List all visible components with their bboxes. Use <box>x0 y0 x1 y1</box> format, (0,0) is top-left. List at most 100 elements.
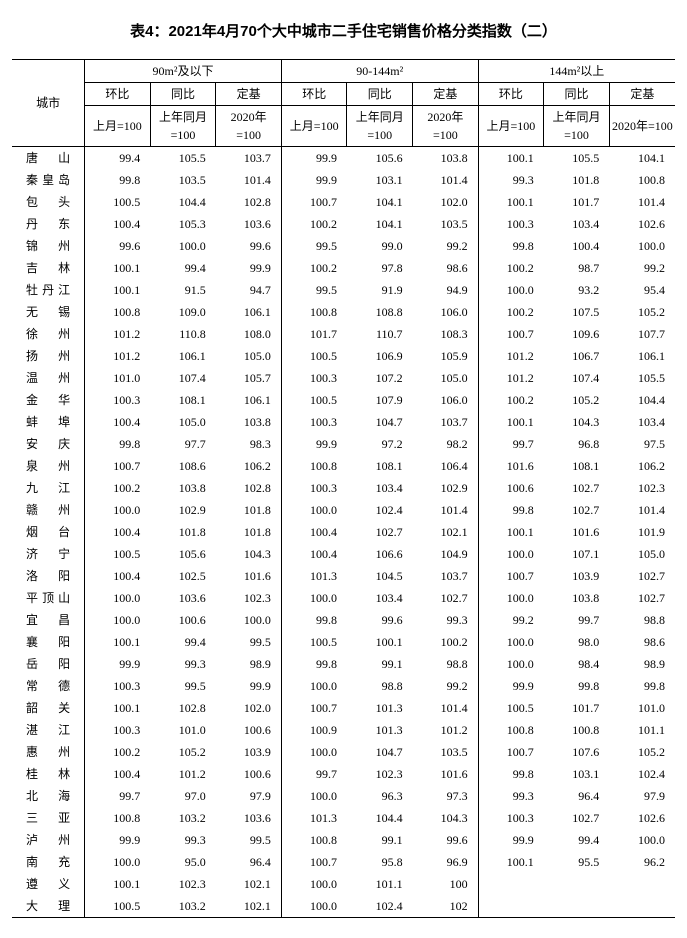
value-cell: 100.8 <box>281 301 347 323</box>
value-cell: 100.2 <box>281 257 347 279</box>
value-cell: 108.8 <box>347 301 413 323</box>
value-cell: 100.3 <box>85 389 151 411</box>
value-cell: 104.3 <box>413 807 479 829</box>
value-cell: 99.5 <box>281 279 347 301</box>
table-row: 秦皇岛99.8103.5101.499.9103.1101.499.3101.8… <box>12 169 675 191</box>
value-cell: 99.4 <box>85 147 151 170</box>
value-cell: 99.8 <box>281 653 347 675</box>
city-cell: 桂 林 <box>12 763 85 785</box>
city-cell: 牡丹江 <box>12 279 85 301</box>
value-cell: 102.7 <box>347 521 413 543</box>
header-yoy-sub: 上年同月=100 <box>544 106 610 147</box>
value-cell: 102.6 <box>609 213 675 235</box>
value-cell: 98.6 <box>609 631 675 653</box>
value-cell: 109.6 <box>544 323 610 345</box>
value-cell: 101.6 <box>413 763 479 785</box>
value-cell: 100.2 <box>478 389 544 411</box>
value-cell: 103.6 <box>216 213 282 235</box>
value-cell: 101.4 <box>413 697 479 719</box>
value-cell: 101.2 <box>478 345 544 367</box>
value-cell: 100.1 <box>347 631 413 653</box>
value-cell: 102.0 <box>413 191 479 213</box>
value-cell: 106.7 <box>544 345 610 367</box>
value-cell: 104.3 <box>216 543 282 565</box>
value-cell: 101.0 <box>150 719 216 741</box>
value-cell: 99.0 <box>347 235 413 257</box>
value-cell: 102.4 <box>347 499 413 521</box>
city-cell: 秦皇岛 <box>12 169 85 191</box>
city-cell: 锦 州 <box>12 235 85 257</box>
city-cell: 泉 州 <box>12 455 85 477</box>
value-cell: 99.9 <box>85 653 151 675</box>
value-cell: 99.2 <box>413 675 479 697</box>
value-cell: 104.1 <box>347 191 413 213</box>
value-cell: 96.9 <box>413 851 479 873</box>
value-cell: 100.4 <box>281 543 347 565</box>
value-cell: 106.2 <box>216 455 282 477</box>
value-cell: 102.8 <box>150 697 216 719</box>
value-cell: 99.8 <box>478 235 544 257</box>
value-cell: 103.7 <box>216 147 282 170</box>
value-cell: 103.1 <box>544 763 610 785</box>
value-cell: 100.0 <box>478 543 544 565</box>
value-cell: 102.1 <box>216 873 282 895</box>
value-cell: 101.4 <box>609 191 675 213</box>
value-cell: 101.4 <box>609 499 675 521</box>
value-cell: 99.9 <box>216 257 282 279</box>
value-cell: 106.1 <box>609 345 675 367</box>
table-row: 牡丹江100.191.594.799.591.994.9100.093.295.… <box>12 279 675 301</box>
city-cell: 蚌 埠 <box>12 411 85 433</box>
value-cell: 100.8 <box>85 301 151 323</box>
value-cell: 103.4 <box>544 213 610 235</box>
value-cell: 104.4 <box>609 389 675 411</box>
value-cell: 102 <box>413 895 479 918</box>
value-cell: 100.8 <box>85 807 151 829</box>
value-cell: 105.9 <box>413 345 479 367</box>
value-cell: 100.6 <box>216 763 282 785</box>
table-row: 安 庆99.897.798.399.997.298.299.796.897.5 <box>12 433 675 455</box>
value-cell: 99.7 <box>281 763 347 785</box>
value-cell: 103.4 <box>609 411 675 433</box>
value-cell: 101.8 <box>216 499 282 521</box>
value-cell: 106.2 <box>609 455 675 477</box>
value-cell: 96.4 <box>216 851 282 873</box>
value-cell: 101.1 <box>347 873 413 895</box>
value-cell: 104.1 <box>347 213 413 235</box>
value-cell: 100.0 <box>85 851 151 873</box>
table-row: 岳 阳99.999.398.999.899.198.8100.098.498.9 <box>12 653 675 675</box>
value-cell: 102.4 <box>347 895 413 918</box>
value-cell: 103.9 <box>544 565 610 587</box>
city-cell: 北 海 <box>12 785 85 807</box>
value-cell: 96.8 <box>544 433 610 455</box>
value-cell: 103.7 <box>413 565 479 587</box>
value-cell: 107.4 <box>544 367 610 389</box>
value-cell: 101.3 <box>281 807 347 829</box>
table-row: 北 海99.797.097.9100.096.397.399.396.497.9 <box>12 785 675 807</box>
value-cell: 110.7 <box>347 323 413 345</box>
value-cell: 104.7 <box>347 741 413 763</box>
value-cell: 100.1 <box>85 873 151 895</box>
table-row: 锦 州99.6100.099.699.599.099.299.8100.4100… <box>12 235 675 257</box>
value-cell: 95.0 <box>150 851 216 873</box>
value-cell <box>478 873 544 895</box>
value-cell: 101.9 <box>609 521 675 543</box>
value-cell: 100.0 <box>609 829 675 851</box>
value-cell: 100.0 <box>281 499 347 521</box>
value-cell: 100.8 <box>281 455 347 477</box>
value-cell: 102.3 <box>609 477 675 499</box>
value-cell: 100.6 <box>216 719 282 741</box>
value-cell: 99.8 <box>544 675 610 697</box>
value-cell: 99.9 <box>281 433 347 455</box>
value-cell: 100.6 <box>150 609 216 631</box>
header-group-3: 144m²以上 <box>478 60 675 83</box>
value-cell: 100.2 <box>85 477 151 499</box>
value-cell: 98.8 <box>609 609 675 631</box>
value-cell: 98.4 <box>544 653 610 675</box>
city-cell: 惠 州 <box>12 741 85 763</box>
value-cell: 99.3 <box>478 169 544 191</box>
value-cell: 99.5 <box>216 631 282 653</box>
value-cell: 101.4 <box>413 169 479 191</box>
city-cell: 唐 山 <box>12 147 85 170</box>
value-cell: 99.3 <box>150 653 216 675</box>
value-cell: 99.8 <box>478 499 544 521</box>
